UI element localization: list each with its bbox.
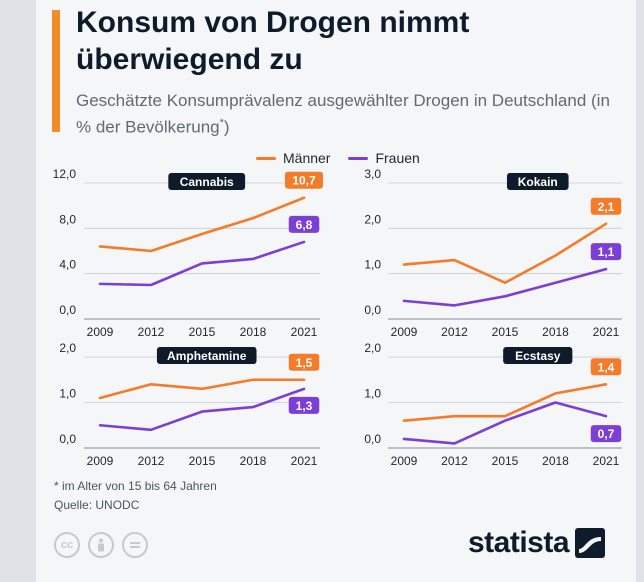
y-tick-label-cannabis: 4,0 (59, 258, 76, 272)
brand-wordmark: statista (468, 526, 570, 559)
x-tick-label-kokain: 2021 (593, 325, 620, 339)
footnote: * im Alter von 15 bis 64 Jahren (54, 479, 217, 493)
y-tick-label-ecstasy: 1,0 (364, 387, 381, 401)
chart-title-kokain: Kokain (518, 175, 558, 189)
x-tick-label-cannabis: 2021 (291, 325, 318, 339)
x-tick-label-kokain: 2018 (542, 325, 569, 339)
person-icon[interactable] (88, 532, 114, 558)
license-icons: cc (54, 532, 148, 558)
x-tick-label-kokain: 2012 (441, 325, 468, 339)
accent-bar (52, 10, 60, 132)
y-tick-label-cannabis: 0,0 (59, 303, 76, 317)
series-line-men-amphetamine (98, 378, 306, 400)
legend-label-women: Frauen (375, 150, 420, 166)
series-line-women-kokain (402, 267, 608, 307)
data-label-men-amphetamine: 1,5 (296, 356, 313, 370)
x-tick-label-amphetamine: 2018 (240, 454, 267, 468)
series-line-women-cannabis (98, 240, 306, 287)
x-tick-label-kokain: 2009 (391, 325, 418, 339)
data-label-badge-men-cannabis (285, 171, 323, 189)
data-label-women-ecstasy: 0,7 (598, 427, 615, 441)
data-label-badge-men-ecstasy (590, 358, 622, 376)
data-label-badge-men-amphetamine (288, 353, 320, 371)
y-tick-label-kokain: 0,0 (364, 303, 381, 317)
data-label-badge-men-kokain (590, 197, 622, 215)
infographic-card: Konsum von Drogen nimmt überwiegend zu G… (36, 0, 636, 582)
y-tick-label-kokain: 3,0 (364, 167, 381, 181)
data-label-badge-women-amphetamine (288, 396, 320, 414)
chart-title-badge-kokain (506, 173, 569, 190)
y-tick-label-amphetamine: 0,0 (59, 432, 76, 446)
data-label-badge-women-cannabis (288, 215, 320, 233)
chart-title-badge-cannabis (168, 173, 246, 190)
legend-swatch-women (348, 156, 369, 160)
y-tick-label-amphetamine: 2,0 (59, 341, 76, 355)
y-tick-label-ecstasy: 2,0 (364, 341, 381, 355)
x-tick-label-ecstasy: 2021 (593, 454, 620, 468)
series-line-women-amphetamine (98, 387, 306, 432)
series-line-men-cannabis (98, 196, 306, 253)
y-tick-label-kokain: 1,0 (364, 258, 381, 272)
legend-label-men: Männer (283, 150, 331, 166)
x-tick-label-ecstasy: 2018 (542, 454, 569, 468)
statista-logo[interactable]: statista (468, 526, 606, 560)
data-label-women-kokain: 1,1 (598, 245, 615, 259)
cc-icon[interactable]: cc (54, 532, 80, 558)
y-tick-label-amphetamine: 1,0 (59, 387, 76, 401)
y-tick-label-kokain: 2,0 (364, 212, 381, 226)
legend: Männer Frauen (256, 149, 420, 167)
data-label-women-amphetamine: 1,3 (296, 399, 313, 413)
subtitle-end: ) (223, 117, 230, 137)
x-tick-label-ecstasy: 2012 (441, 454, 468, 468)
x-tick-label-kokain: 2015 (492, 325, 519, 339)
legend-swatch-men (256, 156, 276, 160)
y-tick-label-cannabis: 12,0 (53, 167, 77, 181)
data-label-men-kokain: 2,1 (598, 200, 615, 214)
x-tick-label-ecstasy: 2009 (391, 454, 418, 468)
x-tick-label-cannabis: 2009 (87, 325, 114, 339)
page-title: Konsum von Drogen nimmt überwiegend zu (76, 6, 470, 76)
source-note: Quelle: UNODC (54, 498, 140, 512)
y-tick-label-cannabis: 8,0 (59, 212, 76, 226)
chart-title-ecstasy: Ecstasy (515, 349, 561, 363)
small-multiples-charts: 0,0 4,0 8,0 12,0 2009 2012 2015 2018 2021 Cannabi… (53, 167, 622, 468)
subtitle-text: Geschätzte Konsumprävalenz ausgewählter … (76, 91, 610, 137)
legend-item-men: Männer (256, 150, 330, 166)
x-tick-label-amphetamine: 2009 (87, 454, 114, 468)
chart-title-badge-amphetamine (156, 347, 257, 364)
x-tick-label-cannabis: 2015 (189, 325, 216, 339)
x-tick-label-cannabis: 2012 (138, 325, 165, 339)
chart-title-badge-ecstasy (503, 347, 573, 364)
data-label-badge-women-kokain (590, 243, 622, 261)
chart-title-amphetamine: Amphetamine (167, 349, 247, 363)
x-tick-label-amphetamine: 2021 (291, 454, 318, 468)
x-tick-label-ecstasy: 2015 (492, 454, 519, 468)
chart-amphetamine: 0,0 1,0 2,0 2009 2012 2015 2018 2021 Amphetamine… (59, 341, 320, 468)
chart-kokain: 0,0 1,0 2,0 3,0 2009 2012 2015 2018 2021 Kokain 2,… (364, 167, 622, 339)
chart-ecstasy: 0,0 1,0 2,0 2009 2012 2015 2018 2021 Ecstasy 1,4 0… (364, 341, 622, 468)
data-label-men-cannabis: 10,7 (292, 174, 316, 188)
x-tick-label-amphetamine: 2012 (138, 454, 165, 468)
page-subtitle: Geschätzte Konsumprävalenz ausgewählter … (76, 90, 626, 139)
y-tick-label-ecstasy: 0,0 (364, 432, 381, 446)
x-tick-label-amphetamine: 2015 (189, 454, 216, 468)
x-tick-label-cannabis: 2018 (240, 325, 267, 339)
chart-cannabis: 0,0 4,0 8,0 12,0 2009 2012 2015 2018 2021 Cannabi… (53, 167, 323, 339)
series-line-men-kokain (402, 222, 608, 285)
subtitle-footnote-mark: * (219, 117, 224, 129)
data-label-badge-women-ecstasy (590, 425, 622, 443)
legend-item-women: Frauen (348, 150, 420, 166)
chart-title-cannabis: Cannabis (180, 175, 234, 189)
data-label-women-cannabis: 6,8 (296, 218, 313, 232)
equals-icon[interactable] (122, 532, 148, 558)
series-line-women-ecstasy (402, 401, 608, 445)
series-line-men-ecstasy (402, 382, 608, 423)
statista-logo-icon (575, 528, 606, 558)
data-label-men-ecstasy: 1,4 (598, 360, 615, 374)
